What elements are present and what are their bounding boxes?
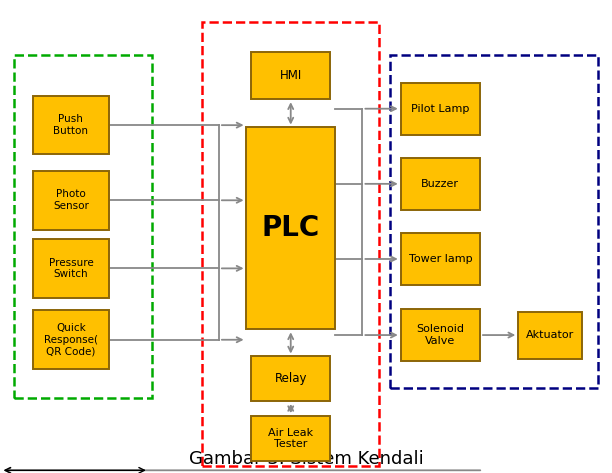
Text: PLC: PLC: [261, 214, 320, 243]
Text: Relay: Relay: [275, 372, 307, 385]
Text: HMI: HMI: [280, 70, 302, 82]
Text: Buzzer: Buzzer: [421, 179, 460, 189]
FancyBboxPatch shape: [401, 309, 480, 361]
FancyBboxPatch shape: [247, 128, 335, 329]
FancyBboxPatch shape: [251, 357, 330, 401]
Bar: [14, 55, 152, 397]
Bar: [202, 22, 379, 465]
FancyBboxPatch shape: [33, 96, 109, 155]
Text: Air Leak
Tester: Air Leak Tester: [268, 428, 313, 449]
FancyBboxPatch shape: [401, 233, 480, 285]
FancyBboxPatch shape: [401, 158, 480, 210]
Text: Solenoid
Valve: Solenoid Valve: [416, 324, 465, 346]
Text: Pilot Lamp: Pilot Lamp: [411, 104, 469, 114]
Text: Photo
Sensor: Photo Sensor: [53, 190, 89, 211]
Text: Quick
Response(
QR Code): Quick Response( QR Code): [44, 323, 98, 356]
Text: Push
Button: Push Button: [53, 114, 88, 136]
Text: Gambar 3. Sistem Kendali: Gambar 3. Sistem Kendali: [188, 450, 424, 468]
Text: Aktuator: Aktuator: [526, 330, 575, 340]
FancyBboxPatch shape: [33, 171, 109, 229]
Text: Pressure
Switch: Pressure Switch: [48, 258, 93, 279]
FancyBboxPatch shape: [401, 83, 480, 134]
FancyBboxPatch shape: [251, 416, 330, 461]
FancyBboxPatch shape: [251, 53, 330, 99]
Bar: [390, 55, 598, 388]
FancyBboxPatch shape: [33, 239, 109, 298]
Text: Tower lamp: Tower lamp: [409, 254, 472, 264]
FancyBboxPatch shape: [518, 312, 582, 359]
FancyBboxPatch shape: [33, 310, 109, 369]
